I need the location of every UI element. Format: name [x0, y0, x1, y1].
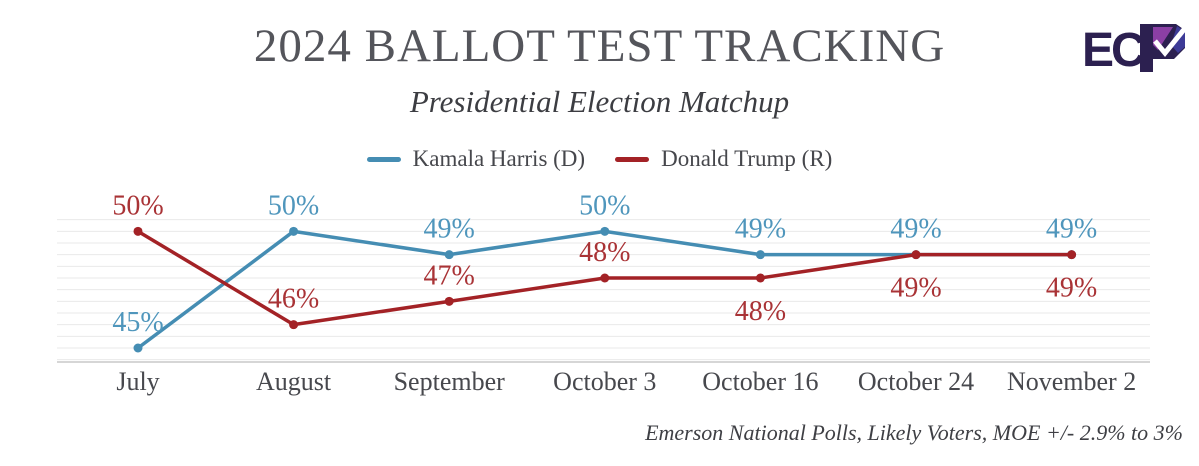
- data-label: 49%: [735, 214, 786, 245]
- legend-item-1: Donald Trump (R): [615, 146, 832, 172]
- svg-text:EC: EC: [1085, 24, 1145, 77]
- source-note: Emerson National Polls, Likely Voters, M…: [645, 420, 1183, 445]
- legend-item-0: Kamala Harris (D): [366, 146, 586, 172]
- data-label: 50%: [112, 190, 163, 221]
- data-label: 48%: [579, 237, 630, 268]
- data-label: 48%: [735, 296, 786, 327]
- data-label: 49%: [1046, 273, 1097, 304]
- data-point: [600, 273, 610, 283]
- x-axis-label: September: [394, 367, 506, 396]
- ecp-logo-letters: EC: [1085, 24, 1148, 77]
- data-label: 49%: [890, 214, 941, 245]
- x-axis-label: November 2: [1007, 367, 1136, 396]
- data-point: [133, 343, 143, 353]
- data-label: 47%: [424, 260, 475, 291]
- x-axis-label: July: [116, 367, 159, 396]
- x-axis-label: October 16: [702, 367, 818, 396]
- ecp-logo: EC: [1085, 24, 1185, 77]
- data-label: 50%: [579, 190, 630, 221]
- data-label: 49%: [890, 273, 941, 304]
- data-point: [600, 226, 610, 236]
- ecp-logo-check-p: [1140, 24, 1185, 72]
- legend-swatch: [366, 156, 401, 162]
- data-point: [444, 296, 454, 306]
- data-label: 49%: [424, 214, 475, 245]
- series-kamala-harris-d: 45% 50% 49% 50% 49% 49% 49%: [112, 190, 1097, 353]
- data-point: [911, 250, 921, 260]
- data-point: [133, 226, 143, 236]
- data-point: [289, 320, 299, 330]
- data-label: 46%: [268, 284, 319, 315]
- legend-label: Donald Trump (R): [661, 146, 833, 171]
- data-point: [444, 250, 454, 260]
- legend-label: Kamala Harris (D): [412, 146, 586, 171]
- legend-swatch: [615, 156, 650, 162]
- data-point: [289, 226, 299, 236]
- data-label: 45%: [112, 307, 163, 338]
- x-axis-labels: July August September October 3 October 16 Oc…: [116, 367, 1136, 396]
- x-axis-label: October 3: [553, 367, 656, 396]
- x-axis-label: October 24: [858, 367, 974, 396]
- data-point: [755, 273, 765, 283]
- page-subtitle: Presidential Election Matchup: [409, 84, 790, 119]
- data-label: 50%: [268, 190, 319, 221]
- chart-legend: Kamala Harris (D) Donald Trump (R): [0, 146, 1199, 172]
- data-label: 49%: [1046, 214, 1097, 245]
- page-title: 2024 BALLOT TEST TRACKING: [253, 20, 946, 72]
- data-point: [1067, 250, 1077, 260]
- data-point: [755, 250, 765, 260]
- x-axis-label: August: [256, 367, 332, 396]
- series-donald-trump-r: 50% 46% 47% 48% 48% 49% 49%: [112, 190, 1097, 330]
